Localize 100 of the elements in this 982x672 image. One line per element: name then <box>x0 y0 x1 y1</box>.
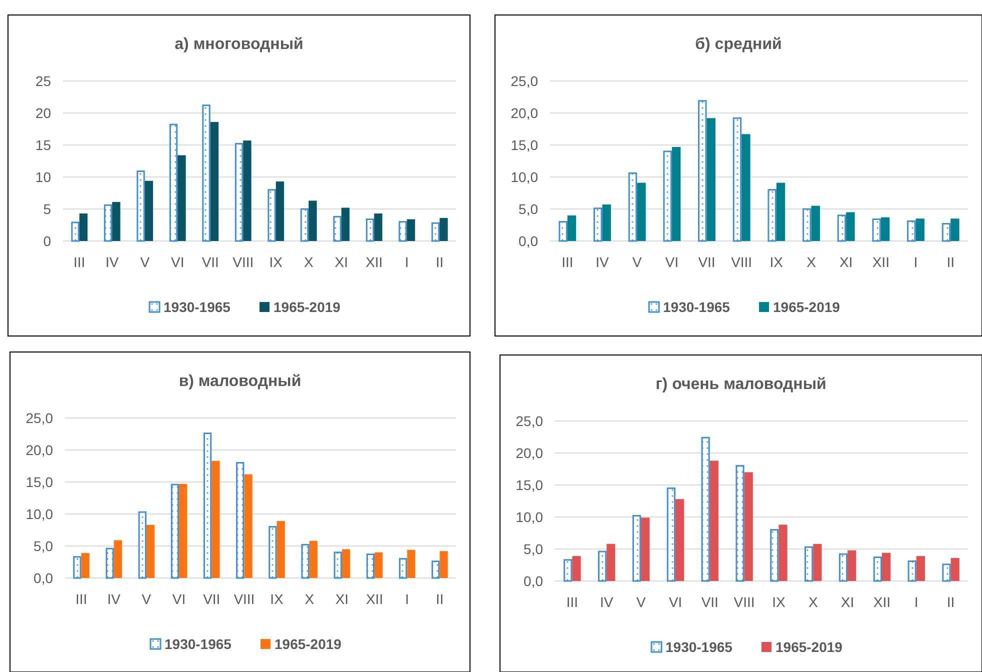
bar <box>341 208 350 241</box>
x-tick-label: XII <box>873 594 891 610</box>
bar <box>672 146 681 241</box>
bar <box>675 499 684 581</box>
y-tick-label: 0 <box>43 232 52 249</box>
x-tick-label: II <box>946 594 955 610</box>
bar <box>916 556 925 581</box>
x-tick-label: V <box>140 254 150 270</box>
y-tick-label: 5,0 <box>518 200 538 217</box>
x-tick-label: VIII <box>234 591 255 607</box>
bar <box>104 204 112 242</box>
bar <box>778 524 788 581</box>
bar <box>811 206 820 241</box>
bar <box>432 560 440 579</box>
bar <box>701 436 710 582</box>
x-tick-label: I <box>914 254 918 270</box>
x-tick-label: X <box>806 254 817 270</box>
y-tick-label: 0,0 <box>34 570 54 586</box>
y-tick-label: 15,0 <box>26 474 54 490</box>
y-tick-label: 20 <box>35 104 52 121</box>
x-tick-label: X <box>808 594 818 610</box>
bar <box>243 140 252 241</box>
x-tick-label: IX <box>269 254 284 270</box>
bar <box>178 155 186 241</box>
y-tick-label: 25,0 <box>516 412 544 429</box>
bar <box>770 529 779 582</box>
bar <box>882 552 891 581</box>
x-tick-label: V <box>632 254 642 270</box>
bar <box>179 484 188 578</box>
bar <box>144 180 154 241</box>
x-tick-label: XI <box>840 594 854 610</box>
bar <box>736 465 744 582</box>
x-tick-label: XI <box>839 254 853 270</box>
y-tick-label: 20,0 <box>26 442 54 458</box>
bar <box>776 182 786 241</box>
x-tick-label: VII <box>202 254 219 270</box>
chart-title: в) маловодный <box>178 373 302 390</box>
x-tick-label: X <box>304 591 315 607</box>
y-tick-label: 25 <box>35 72 52 89</box>
bar <box>802 208 812 242</box>
bar <box>81 553 90 578</box>
bar <box>146 524 155 578</box>
bar <box>598 550 607 582</box>
x-tick-label: III <box>75 591 88 607</box>
x-tick-label: VII <box>203 591 220 607</box>
bar <box>114 540 122 578</box>
bar <box>848 550 856 581</box>
x-tick-label: I <box>404 254 409 270</box>
bar <box>742 134 750 241</box>
bar <box>950 218 960 241</box>
bar <box>112 202 120 241</box>
bar <box>234 142 244 242</box>
y-tick-label: 20,0 <box>510 104 538 121</box>
bar <box>202 104 210 242</box>
x-tick-label: IV <box>596 254 610 270</box>
bar <box>374 213 382 241</box>
bar <box>732 117 742 242</box>
bar <box>606 544 616 581</box>
bar <box>366 218 374 242</box>
x-tick-label: II <box>436 591 444 607</box>
y-tick-label: 5,0 <box>34 538 54 554</box>
bar <box>663 150 672 242</box>
bar <box>710 460 718 581</box>
x-tick-label: I <box>405 591 410 607</box>
bar <box>837 214 846 242</box>
x-tick-label: XI <box>334 254 348 270</box>
x-tick-label: IX <box>770 254 784 270</box>
y-tick-label: 0,0 <box>518 232 538 249</box>
bar <box>632 514 642 582</box>
x-tick-label: VII <box>698 254 716 270</box>
bar <box>244 474 252 578</box>
bar <box>440 218 448 241</box>
bar <box>212 460 220 578</box>
bar <box>268 526 277 579</box>
x-tick-label: VII <box>701 594 718 610</box>
bar <box>406 219 416 241</box>
bar <box>431 222 440 242</box>
bar <box>79 213 88 241</box>
bar <box>706 118 716 241</box>
legend-label: 1965-2019 <box>274 298 341 315</box>
bar <box>942 564 951 582</box>
bar <box>698 100 707 242</box>
bar <box>564 559 572 582</box>
bar <box>637 182 646 241</box>
bar <box>907 220 916 242</box>
legend-label: 1930-1965 <box>164 298 231 315</box>
bar <box>804 546 814 582</box>
x-tick-label: IX <box>772 594 786 610</box>
bar <box>602 204 611 241</box>
bar <box>641 518 650 581</box>
bar <box>276 181 284 241</box>
bar <box>916 218 924 241</box>
x-tick-label: VIII <box>734 594 755 610</box>
chart-title: г) очень маловодный <box>656 376 826 393</box>
x-tick-label: VI <box>171 254 184 270</box>
x-tick-label: IV <box>106 254 120 270</box>
bar <box>908 560 916 582</box>
bar <box>846 212 855 241</box>
x-tick-label: V <box>142 591 152 607</box>
x-tick-label: IV <box>107 591 122 607</box>
